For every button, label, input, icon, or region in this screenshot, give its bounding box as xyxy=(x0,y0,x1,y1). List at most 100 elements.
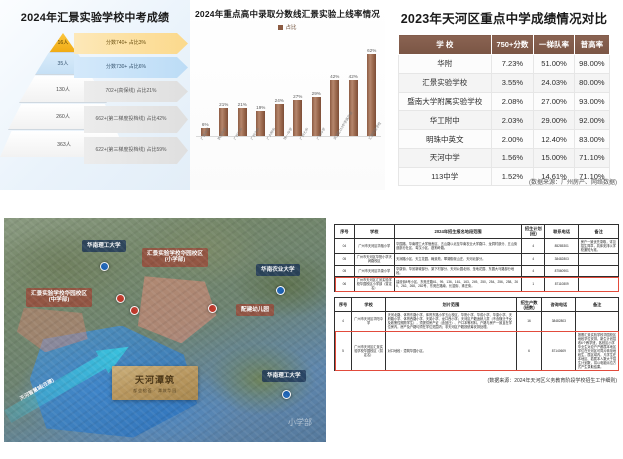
map-pin-middle-school-icon[interactable] xyxy=(116,294,125,303)
enrollment-1-cell-phone: 38482803 xyxy=(544,253,580,266)
bar-column: 29% xyxy=(307,42,326,136)
bar xyxy=(219,108,229,136)
plaque-title: 天河潭筑 xyxy=(134,374,175,385)
enrollment-1-header-cell: 联系电话 xyxy=(544,224,580,239)
enrollment-source-note: (数据来源：2024年天河区义务教育阶段学校招生工作细则) xyxy=(487,378,617,384)
bar xyxy=(311,97,321,136)
bar-value-label: 21% xyxy=(237,102,247,108)
score-table-header-cell: 750+分数 xyxy=(490,34,535,55)
enrollment-2-cell-note xyxy=(575,311,619,332)
bar-column: 19% xyxy=(252,42,271,136)
map-tag-scut-north[interactable]: 华南理工大学 xyxy=(82,240,126,252)
enrollment-1-header-cell: 序号 xyxy=(334,224,355,239)
score-table: 学 校 750+分数 一梯队率 普高率 华附 7.23% 51.00% 98.00% 汇景实验… xyxy=(398,34,611,187)
score-table-cell: 14.61% xyxy=(533,166,575,187)
map-tag-middle-school[interactable]: 汇景实验学校华园校区 (中学部) xyxy=(26,288,92,307)
map-tag-scut-east[interactable]: 华南理工大学 xyxy=(262,370,306,382)
enrollment-table-1-header-row: 序号 学校 2024年招生报名地段范围 招生计划(班) 联系电话 备注 xyxy=(334,224,619,239)
pyramid-title: 2024年汇景实验学校中考成绩 xyxy=(20,12,170,24)
score-table-cell: 98.00% xyxy=(573,54,611,74)
bar-value-label: 42% xyxy=(330,74,340,80)
bar-value-label: 29% xyxy=(311,91,321,97)
score-table-cell: 71.10% xyxy=(573,147,611,168)
map-pin-scut-north-icon[interactable] xyxy=(100,262,109,271)
bar xyxy=(200,128,210,136)
bar-column: 24% xyxy=(270,42,289,136)
score-table-body: 华附 7.23% 51.00% 98.00% 汇景实验学校 3.55% 24.03% 80.0… xyxy=(398,54,611,187)
enrollment-2-header-cell: 备注 xyxy=(575,297,619,313)
pyramid-label-4: 662+(第二梯度投档线) 占比42% xyxy=(84,106,188,133)
score-table-cell: 113中学 xyxy=(398,166,492,187)
map-tag-scau[interactable]: 华南农业大学 xyxy=(256,264,300,276)
pyramid-tier-2-count: 35人 xyxy=(57,61,69,67)
map-pin-kindergarten-icon[interactable] xyxy=(208,304,217,313)
map-blue-zone xyxy=(29,325,198,438)
enrollment-1-cell-plan: 1 xyxy=(521,275,546,293)
table-row: 明珠中英文 2.00% 12.40% 83.00% xyxy=(398,129,611,149)
score-table-cell: 2.03% xyxy=(490,110,535,131)
bar-column: 62% xyxy=(363,42,382,136)
bar-value-label: 21% xyxy=(219,102,229,108)
pyramid-chart: 16人 35人 130人 260人 363人 分数740+ 占比3% 分数730… xyxy=(0,27,190,182)
bar xyxy=(274,104,284,136)
enrollment-1-cell-phone: 87560901 xyxy=(544,264,580,278)
pyramid-tier-3-count: 130人 xyxy=(56,86,70,93)
enrollment-2-cell-note: 按照汇景实验学校华园校区地段学位安排，新生计划招收6个教学班，各校区小学毕业生对… xyxy=(575,330,619,372)
enrollment-1-cell-no: 05 xyxy=(334,253,355,266)
map-pin-primary-school-icon[interactable] xyxy=(130,306,139,315)
enrollment-2-header-cell: 咨询电话 xyxy=(541,297,577,313)
table-row: 天河中学 1.56% 15.00% 71.10% xyxy=(398,147,611,168)
score-table-panel: 2023年天河区重点中学成绩情况对比 学 校 750+分数 一梯队率 普高率 华附 7.… xyxy=(385,0,623,190)
enrollment-1-cell-range: 华园路、华南理工大学宿舍区、五山路以北至华南农业大学路口、龙洞村部分、五山街道部… xyxy=(393,237,523,255)
enrollment-1-cell-note xyxy=(578,264,619,278)
score-table-cell: 7.23% xyxy=(490,54,535,74)
pyramid-label-1: 分数740+ 占比3% xyxy=(74,33,188,54)
score-table-cell: 27.00% xyxy=(533,91,575,112)
score-table-cell: 暨南大学附属实验学校 xyxy=(398,91,492,112)
enrollment-1-cell-note xyxy=(578,275,619,293)
enrollment-1-cell-range: 建设街8号小区、东莞庄路61、99、136、161、163、249、250、25… xyxy=(393,275,523,293)
score-table-cell: 1.52% xyxy=(490,166,535,187)
score-table-cell: 51.00% xyxy=(533,54,575,74)
enrollment-1-cell-range: 天润路小区、天立花园、翰景苑、翠湖御景山庄、天河北部分。 xyxy=(393,253,523,266)
enrollment-1-cell-no: 04 xyxy=(334,237,355,255)
enrollment-1-cell-note xyxy=(578,253,619,266)
enrollment-1-cell-no: 05 xyxy=(334,264,355,278)
table-row: 4 广州市天河区华阳中学 天河北路、体育东路小学、体育东路小学五山校区、华阳小学、华… xyxy=(333,311,619,332)
score-table-cell: 华工附中 xyxy=(398,110,492,131)
pyramid-label-3: 702+(高保线) 占比21% xyxy=(84,81,188,102)
score-table-cell: 83.00% xyxy=(573,129,611,149)
aerial-map[interactable]: 天河智慧城(在建) 华南理工大学 汇景实验学校华园校区 (小学部) 汇景实验学校… xyxy=(4,218,326,442)
plaque-subtitle: 都会榕荟 · 潭筑华园 xyxy=(133,387,177,393)
enrollment-2-cell-phone: 87140609 xyxy=(541,330,577,372)
bar-value-label: 27% xyxy=(293,94,303,100)
enrollment-1-cell-range: 华康街、华景新城部分、棠下村部分、天河公园北侧、圣地花园、东圃大马路部分地段。 xyxy=(393,264,523,278)
table-row: 04 广州市天河区华融小学 华园路、华南理工大学宿舍区、五山路以北至华南农业大学路口… xyxy=(334,237,619,255)
enrollment-2-cell-phone: 38482803 xyxy=(541,311,577,332)
table-row: 汇景实验学校 3.55% 24.03% 80.00% xyxy=(398,72,611,93)
enrollment-table-2-body: 4 广州市天河区华阳中学 天河北路、体育东路小学、体育东路小学五山校区、华阳小学、华… xyxy=(333,311,619,372)
bar-chart-title: 2024年重点高中录取分数线汇景实验上线率情况 xyxy=(194,9,380,19)
table-row: 06 广州市天河区汇景实验学校华园校区小学部（暂定名） 建设街8号小区、东莞庄路61… xyxy=(334,275,619,293)
map-pink-zone-primary xyxy=(137,276,217,344)
score-table-cell: 71.10% xyxy=(573,166,611,187)
enrollment-table-1-body: 04 广州市天河区华融小学 华园路、华南理工大学宿舍区、五山路以北至华南农业大学路口… xyxy=(334,237,619,293)
project-plaque: 天河潭筑 都会榕荟 · 潭筑华园 xyxy=(112,366,198,400)
map-tag-kindergarten[interactable]: 配建幼儿园 xyxy=(236,304,274,316)
score-table-header-cell: 普高率 xyxy=(573,34,611,55)
enrollment-1-cell-phone: 85285301 xyxy=(544,237,580,255)
map-pin-scut-east-icon[interactable] xyxy=(282,390,291,399)
score-table-source: (数据来源：广州房产、网络数据) xyxy=(529,180,617,186)
enrollment-2-cell-plan: 16 xyxy=(515,311,543,332)
bar-value-label: 42% xyxy=(348,74,358,80)
map-pin-scau-icon[interactable] xyxy=(276,286,285,295)
map-tag-primary-school[interactable]: 汇景实验学校华园校区 (小学部) xyxy=(142,248,208,267)
enrollment-2-cell-no: 4 xyxy=(333,311,353,332)
bar xyxy=(367,53,377,136)
enrollment-1-header-cell: 招生计划(班) xyxy=(521,224,546,239)
enrollment-2-cell-plan: 6 xyxy=(515,330,543,372)
enrollment-table-2: 序号 学校 划片范围 招生户数(班数) 咨询电话 备注 4 广州市天河区华阳中学 天河北路、体… xyxy=(333,297,619,372)
score-table-cell: 3.55% xyxy=(490,72,535,93)
bar-column: 6% xyxy=(196,42,215,136)
